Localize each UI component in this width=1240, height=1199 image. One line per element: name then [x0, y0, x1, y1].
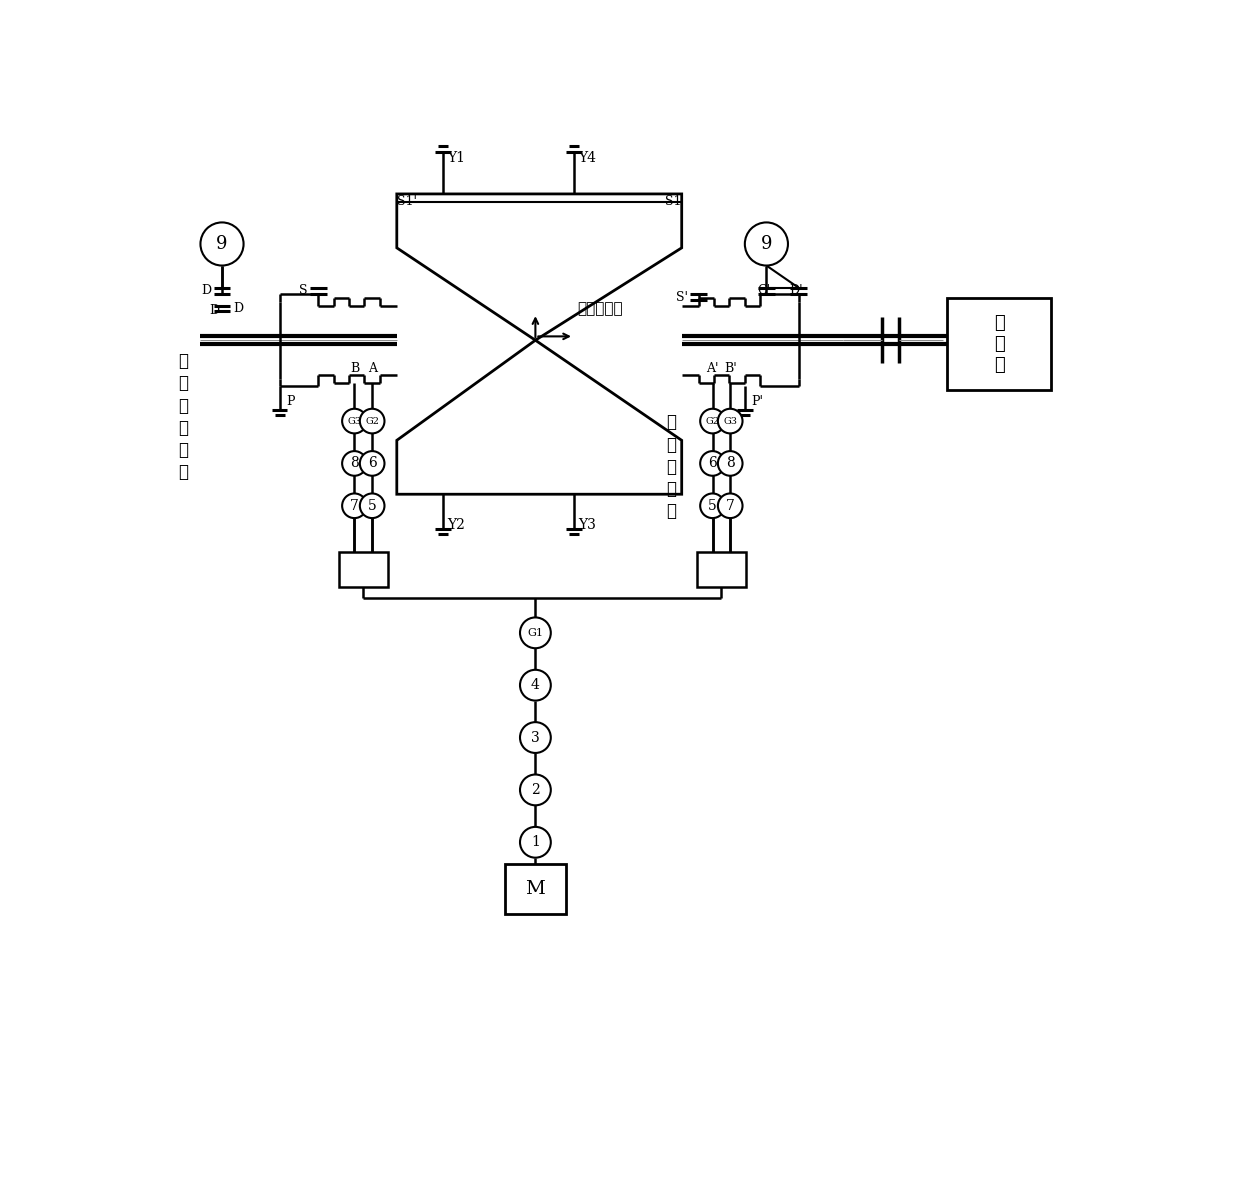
Text: Y2: Y2: [446, 518, 465, 532]
Text: G3: G3: [723, 416, 738, 426]
Bar: [947, 297, 1052, 391]
Text: 5: 5: [368, 499, 377, 513]
Text: P: P: [286, 396, 294, 409]
Bar: [339, 552, 388, 586]
Text: A: A: [367, 362, 377, 375]
Text: 4: 4: [531, 679, 539, 692]
Circle shape: [360, 494, 384, 518]
Text: G2: G2: [706, 416, 719, 426]
Text: B: B: [350, 362, 360, 375]
Text: B': B': [724, 362, 737, 375]
Circle shape: [701, 409, 725, 433]
Text: G1: G1: [527, 628, 543, 638]
Text: D': D': [790, 284, 804, 297]
Circle shape: [342, 409, 367, 433]
Text: 9: 9: [760, 235, 773, 253]
Text: S': S': [676, 290, 688, 303]
Text: Y4: Y4: [578, 151, 595, 164]
Circle shape: [360, 451, 384, 476]
Text: 1: 1: [531, 836, 539, 849]
Text: A': A': [707, 362, 719, 375]
Circle shape: [342, 451, 367, 476]
Text: 8: 8: [725, 457, 734, 470]
Text: 3: 3: [531, 730, 539, 745]
Text: G2: G2: [365, 416, 379, 426]
Text: 驱
动
侧
密
封: 驱 动 侧 密 封: [666, 415, 676, 520]
Circle shape: [342, 494, 367, 518]
Circle shape: [718, 494, 743, 518]
Bar: [505, 863, 567, 914]
Circle shape: [520, 722, 551, 753]
Text: D: D: [201, 284, 211, 297]
Circle shape: [701, 451, 725, 476]
Circle shape: [745, 223, 787, 265]
Circle shape: [360, 409, 384, 433]
Circle shape: [718, 451, 743, 476]
Circle shape: [520, 617, 551, 649]
Text: Y3: Y3: [578, 518, 595, 532]
Text: D: D: [210, 305, 219, 318]
Circle shape: [701, 494, 725, 518]
Text: 6: 6: [708, 457, 717, 470]
Text: D: D: [233, 302, 243, 315]
Text: P': P': [751, 396, 763, 409]
Text: Y1: Y1: [446, 151, 465, 164]
Text: 非
驱
动
侧
密
封: 非 驱 动 侧 密 封: [177, 354, 187, 481]
Text: 驱
动
机: 驱 动 机: [994, 314, 1004, 374]
Text: 离心压缩机: 离心压缩机: [578, 302, 624, 317]
Text: 2: 2: [531, 783, 539, 797]
Bar: [697, 552, 745, 586]
Text: S1': S1': [397, 195, 417, 209]
Text: C': C': [758, 284, 770, 297]
Text: 7: 7: [725, 499, 734, 513]
Circle shape: [520, 827, 551, 857]
Text: G3: G3: [347, 416, 361, 426]
Text: 5: 5: [708, 499, 717, 513]
Text: 9: 9: [216, 235, 228, 253]
Text: 6: 6: [368, 457, 377, 470]
Circle shape: [520, 775, 551, 806]
Text: M: M: [526, 880, 546, 898]
Circle shape: [718, 409, 743, 433]
Text: S: S: [299, 284, 308, 297]
Circle shape: [520, 670, 551, 700]
Circle shape: [201, 223, 243, 265]
Text: S1: S1: [665, 195, 682, 209]
Text: 8: 8: [350, 457, 358, 470]
Text: 7: 7: [350, 499, 358, 513]
